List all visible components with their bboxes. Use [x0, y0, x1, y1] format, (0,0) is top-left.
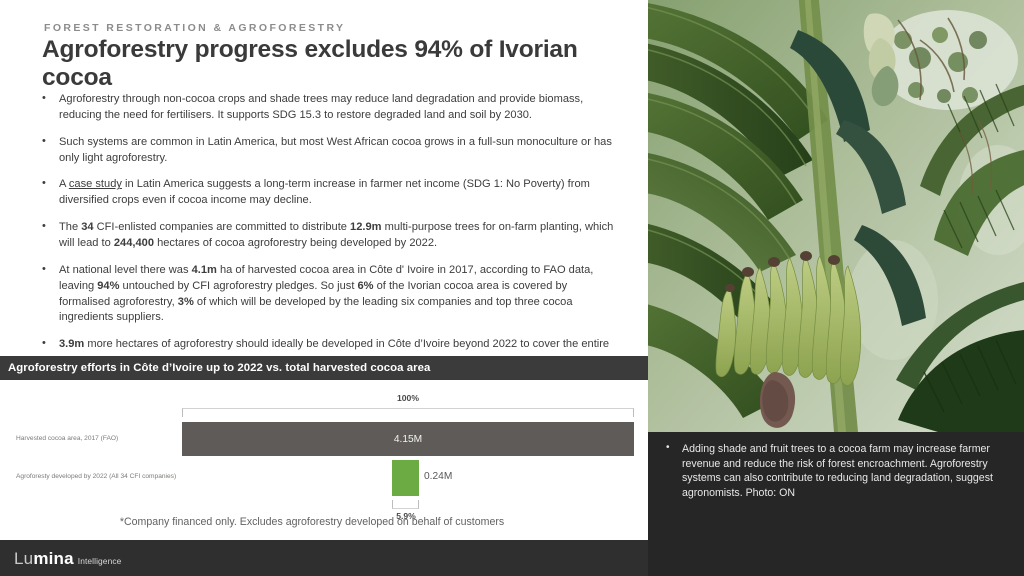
chart-bottom-bracket	[392, 500, 419, 509]
chart-top-bracket	[182, 408, 634, 417]
bullet-text: Agroforestry through non-cocoa crops and…	[59, 93, 584, 121]
lumina-logo: Lu mina Intelligence	[0, 550, 121, 567]
eyebrow-label: FOREST RESTORATION & AGROFORESTRY	[44, 22, 346, 34]
chart-bottom-percent-label: 5.9%	[396, 511, 416, 521]
chart-bar-agroforestry-developed[interactable]	[392, 460, 419, 496]
bullet-text-prefix: A	[59, 178, 69, 191]
chart-title: Agroforestry efforts in Côte d’Ivoire up…	[8, 362, 431, 374]
bullet-text: At national level there was 4.1m ha of h…	[59, 263, 594, 324]
chart-bar-harvested-cocoa[interactable]: 4.15M	[182, 422, 634, 456]
chart-category-label-agroforestry: Agroforesty developed by 2022 (All 34 CF…	[16, 473, 177, 480]
banana-plantation-photo	[648, 0, 1024, 432]
bullet-national-level: At national level there was 4.1m ha of h…	[38, 262, 618, 326]
chart-top-percent-label: 100%	[397, 393, 419, 403]
logo-text-part1: Lu	[14, 548, 34, 568]
bar-chart: 100% Harvested cocoa area, 2017 (FAO) 4.…	[0, 382, 648, 538]
bullet-text-rest: in Latin America suggests a long-term in…	[59, 178, 590, 207]
logo-text-part2: mina	[33, 548, 74, 568]
chart-footnote: *Company financed only. Excludes agrofor…	[119, 516, 505, 528]
right-photo-panel: Adding shade and fruit trees to a cocoa …	[648, 0, 1024, 576]
case-study-link[interactable]: case study	[68, 178, 122, 191]
photo-caption-text: Adding shade and fruit trees to a cocoa …	[658, 441, 1012, 500]
chart-title-bar: Agroforestry efforts in Côte d’Ivoire up…	[0, 356, 648, 380]
photo-caption-block: Adding shade and fruit trees to a cocoa …	[648, 432, 1024, 576]
bullet-list: Agroforestry through non-cocoa crops and…	[38, 91, 618, 380]
chart-bar-value-harvested: 4.15M	[393, 433, 423, 445]
bullet-cfi-companies: The 34 CFI-enlisted companies are commit…	[38, 219, 618, 252]
left-content-panel: FOREST RESTORATION & AGROFORESTRY Agrofo…	[0, 0, 648, 576]
bullet-text: Such systems are common in Latin America…	[59, 135, 612, 164]
slide-footer: Lu mina Intelligence	[0, 540, 648, 576]
page-title: Agroforestry progress excludes 94% of Iv…	[42, 36, 578, 92]
chart-category-label-harvested: Harvested cocoa area, 2017 (FAO)	[16, 435, 119, 442]
bullet-case-study: A case study in Latin America suggests a…	[38, 176, 618, 209]
banana-flower-top	[863, 13, 899, 107]
bullet-agroforestry-benefits: Agroforestry through non-cocoa crops and…	[38, 91, 618, 124]
chart-bar-value-agroforestry: 0.24M	[424, 471, 453, 482]
photo-illustration	[648, 0, 1024, 432]
bullet-latin-america-systems: Such systems are common in Latin America…	[38, 134, 618, 167]
logo-suffix: Intelligence	[77, 555, 122, 566]
banana-bunch	[715, 251, 862, 428]
bullet-text: The 34 CFI-enlisted companies are commit…	[59, 221, 614, 250]
